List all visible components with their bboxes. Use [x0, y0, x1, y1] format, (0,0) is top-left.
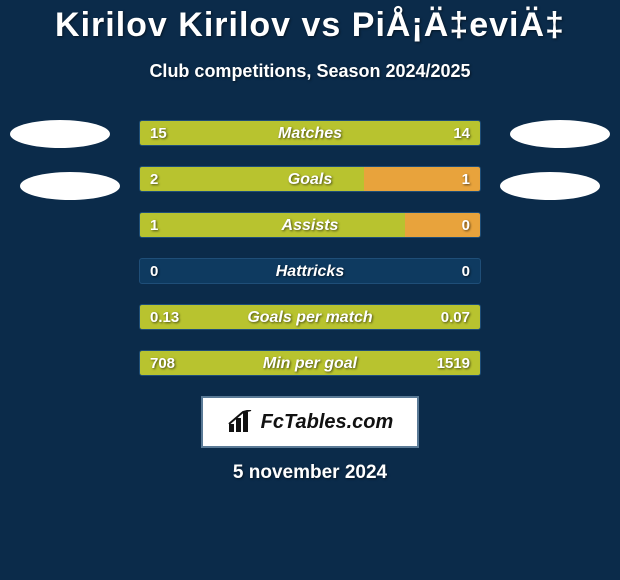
stat-row: 0.130.07Goals per match	[139, 304, 481, 330]
stat-label: Goals per match	[140, 305, 480, 330]
brand-chart-icon	[227, 410, 255, 434]
stat-row: 00Hattricks	[139, 258, 481, 284]
stat-row: 21Goals	[139, 166, 481, 192]
subtitle: Club competitions, Season 2024/2025	[0, 61, 620, 82]
stat-label: Min per goal	[140, 351, 480, 376]
brand-box: FcTables.com	[201, 396, 419, 448]
player-right-avatar-placeholder-1	[510, 120, 610, 148]
stat-label: Hattricks	[140, 259, 480, 284]
page-title: Kirilov Kirilov vs PiÅ¡Ä‡eviÄ‡	[0, 0, 620, 45]
stat-label: Goals	[140, 167, 480, 192]
brand-text: FcTables.com	[261, 411, 394, 434]
stat-row: 10Assists	[139, 212, 481, 238]
stat-label: Assists	[140, 213, 480, 238]
date-text: 5 november 2024	[0, 462, 620, 484]
stat-row: 7081519Min per goal	[139, 350, 481, 376]
player-left-avatar-placeholder-2	[20, 172, 120, 200]
stat-label: Matches	[140, 121, 480, 146]
player-left-avatar-placeholder-1	[10, 120, 110, 148]
comparison-content: 1514Matches 21Goals 10Assists 00Hattricks 0.…	[0, 120, 620, 484]
player-right-avatar-placeholder-2	[500, 172, 600, 200]
stat-bars: 1514Matches 21Goals 10Assists 00Hattricks 0.…	[139, 120, 481, 376]
stat-row: 1514Matches	[139, 120, 481, 146]
